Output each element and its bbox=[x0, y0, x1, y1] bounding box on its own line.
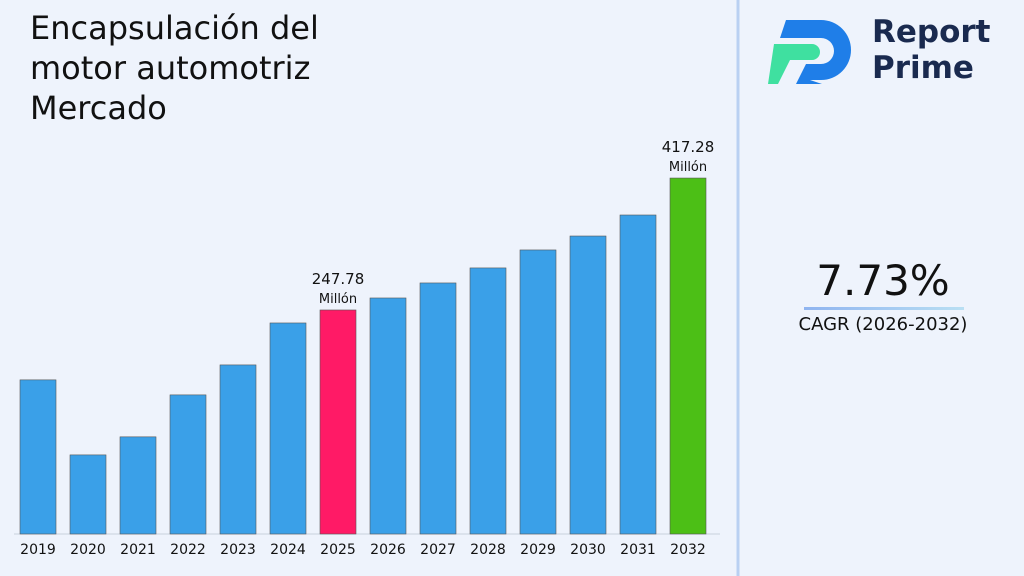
chart-title: Encapsulación del motor automotriz Merca… bbox=[30, 9, 319, 127]
bar bbox=[469, 267, 507, 535]
bar bbox=[419, 282, 457, 535]
brand: Report Prime bbox=[872, 14, 991, 86]
bar bbox=[369, 297, 407, 535]
x-tick-label: 2023 bbox=[220, 542, 256, 558]
x-tick-label: 2026 bbox=[370, 542, 406, 558]
cagr-label: CAGR (2026-2032) bbox=[798, 314, 968, 335]
x-tick-label: 2021 bbox=[120, 542, 156, 558]
brand-line: Prime bbox=[872, 50, 974, 86]
chart: 2019 2020 2021 2022 2023 2024 2025 247.78 Millón… bbox=[14, 0, 740, 576]
bar bbox=[619, 214, 657, 535]
x-tick-label: 2030 bbox=[570, 542, 606, 558]
logo bbox=[768, 20, 851, 84]
bar bbox=[319, 309, 357, 535]
bar bbox=[19, 379, 57, 535]
value-label: 247.78 bbox=[312, 270, 365, 288]
x-tick-label: 2028 bbox=[470, 542, 506, 558]
x-tick-label: 2025 bbox=[320, 542, 356, 558]
side-panel: Report Prime 7.73% CAGR (2026-2032) bbox=[742, 0, 1024, 576]
value-unit: Millón bbox=[669, 160, 707, 175]
bar bbox=[169, 394, 207, 535]
value-unit: Millón bbox=[319, 292, 357, 307]
bar bbox=[669, 177, 707, 535]
x-tick-label: 2027 bbox=[420, 542, 456, 558]
x-tick-label: 2020 bbox=[70, 542, 106, 558]
x-tick-label: 2029 bbox=[520, 542, 556, 558]
x-tick-label: 2032 bbox=[670, 542, 706, 558]
bar bbox=[119, 436, 157, 535]
x-tick-label: 2024 bbox=[270, 542, 306, 558]
bar bbox=[519, 249, 557, 535]
bar bbox=[69, 454, 107, 535]
brand-line: Report bbox=[872, 14, 991, 50]
x-tick-label: 2031 bbox=[620, 542, 656, 558]
value-label: 417.28 bbox=[662, 138, 715, 156]
bar bbox=[269, 322, 307, 535]
underline bbox=[804, 307, 964, 310]
bar bbox=[219, 364, 257, 535]
cagr-value: 7.73% bbox=[816, 256, 950, 305]
x-tick-label: 2022 bbox=[170, 542, 206, 558]
bar bbox=[569, 235, 607, 535]
x-tick-label: 2019 bbox=[20, 542, 56, 558]
